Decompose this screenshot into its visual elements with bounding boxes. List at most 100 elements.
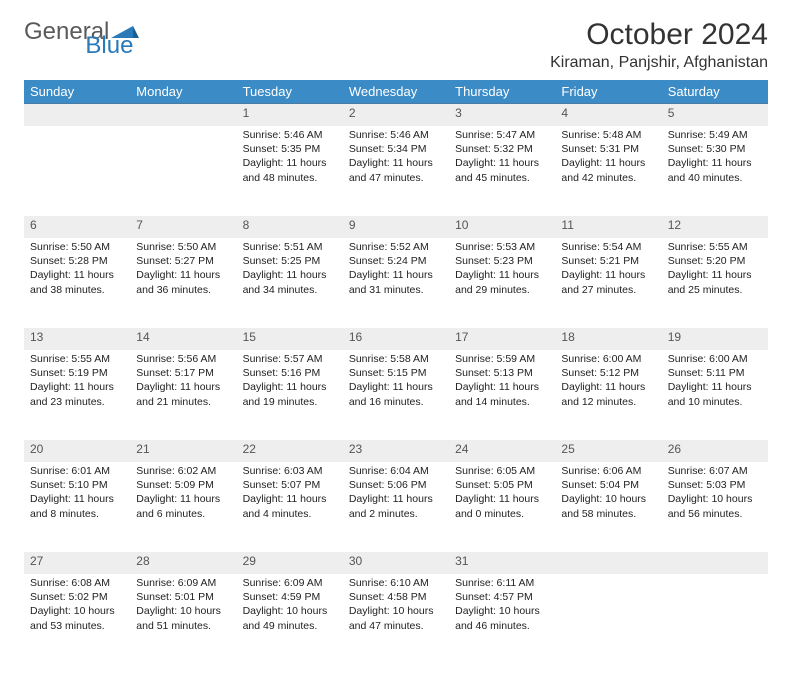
weekday-header: Saturday: [662, 80, 768, 104]
day-number: 16: [343, 326, 449, 350]
sunrise-text: Sunrise: 5:55 AM: [668, 240, 762, 254]
day-number: 30: [343, 550, 449, 574]
day-number: 28: [130, 550, 236, 574]
day-number: 9: [343, 214, 449, 238]
day-number: [130, 104, 236, 127]
sunrise-text: Sunrise: 5:54 AM: [561, 240, 655, 254]
day-number: 22: [237, 438, 343, 462]
sunrise-text: Sunrise: 5:56 AM: [136, 352, 230, 366]
weekday-header: Thursday: [449, 80, 555, 104]
sunrise-text: Sunrise: 5:57 AM: [243, 352, 337, 366]
day-number: 15: [237, 326, 343, 350]
weekday-header: Tuesday: [237, 80, 343, 104]
day-number-row: 13141516171819: [24, 326, 768, 350]
day-number: 17: [449, 326, 555, 350]
sunrise-text: Sunrise: 6:10 AM: [349, 576, 443, 590]
day-cell: Sunrise: 6:01 AMSunset: 5:10 PMDaylight:…: [24, 462, 130, 550]
day-content-row: Sunrise: 5:55 AMSunset: 5:19 PMDaylight:…: [24, 350, 768, 438]
daylight-text: Daylight: 11 hours and 2 minutes.: [349, 492, 443, 520]
day-cell: Sunrise: 5:53 AMSunset: 5:23 PMDaylight:…: [449, 238, 555, 326]
sunset-text: Sunset: 5:24 PM: [349, 254, 443, 268]
daylight-text: Daylight: 11 hours and 38 minutes.: [30, 268, 124, 296]
daylight-text: Daylight: 11 hours and 10 minutes.: [668, 380, 762, 408]
sunset-text: Sunset: 5:15 PM: [349, 366, 443, 380]
daylight-text: Daylight: 10 hours and 53 minutes.: [30, 604, 124, 632]
weekday-header: Sunday: [24, 80, 130, 104]
day-number: 12: [662, 214, 768, 238]
sunrise-text: Sunrise: 6:05 AM: [455, 464, 549, 478]
sunrise-text: Sunrise: 6:11 AM: [455, 576, 549, 590]
daylight-text: Daylight: 11 hours and 25 minutes.: [668, 268, 762, 296]
day-cell: Sunrise: 5:55 AMSunset: 5:20 PMDaylight:…: [662, 238, 768, 326]
day-cell: Sunrise: 5:57 AMSunset: 5:16 PMDaylight:…: [237, 350, 343, 438]
day-cell: Sunrise: 5:49 AMSunset: 5:30 PMDaylight:…: [662, 126, 768, 214]
daylight-text: Daylight: 11 hours and 8 minutes.: [30, 492, 124, 520]
day-number: 24: [449, 438, 555, 462]
daylight-text: Daylight: 10 hours and 49 minutes.: [243, 604, 337, 632]
sunrise-text: Sunrise: 5:46 AM: [243, 128, 337, 142]
daylight-text: Daylight: 11 hours and 42 minutes.: [561, 156, 655, 184]
day-cell: Sunrise: 5:56 AMSunset: 5:17 PMDaylight:…: [130, 350, 236, 438]
sunrise-text: Sunrise: 6:00 AM: [668, 352, 762, 366]
daylight-text: Daylight: 11 hours and 29 minutes.: [455, 268, 549, 296]
daylight-text: Daylight: 10 hours and 51 minutes.: [136, 604, 230, 632]
sunset-text: Sunset: 5:11 PM: [668, 366, 762, 380]
day-cell: Sunrise: 6:03 AMSunset: 5:07 PMDaylight:…: [237, 462, 343, 550]
day-number: 26: [662, 438, 768, 462]
day-cell: Sunrise: 5:58 AMSunset: 5:15 PMDaylight:…: [343, 350, 449, 438]
sunset-text: Sunset: 5:28 PM: [30, 254, 124, 268]
daylight-text: Daylight: 11 hours and 0 minutes.: [455, 492, 549, 520]
sunrise-text: Sunrise: 6:03 AM: [243, 464, 337, 478]
location-label: Kiraman, Panjshir, Afghanistan: [550, 54, 768, 72]
sunset-text: Sunset: 5:21 PM: [561, 254, 655, 268]
daylight-text: Daylight: 11 hours and 21 minutes.: [136, 380, 230, 408]
sunset-text: Sunset: 5:16 PM: [243, 366, 337, 380]
calendar-body: 12345Sunrise: 5:46 AMSunset: 5:35 PMDayl…: [24, 104, 768, 663]
day-cell: [555, 574, 661, 662]
sunrise-text: Sunrise: 5:47 AM: [455, 128, 549, 142]
day-cell: Sunrise: 6:06 AMSunset: 5:04 PMDaylight:…: [555, 462, 661, 550]
day-number: 14: [130, 326, 236, 350]
sunset-text: Sunset: 5:17 PM: [136, 366, 230, 380]
day-cell: Sunrise: 6:00 AMSunset: 5:12 PMDaylight:…: [555, 350, 661, 438]
sunset-text: Sunset: 5:20 PM: [668, 254, 762, 268]
weekday-header: Monday: [130, 80, 236, 104]
day-number: 18: [555, 326, 661, 350]
brand-part2: Blue: [85, 32, 133, 60]
day-cell: Sunrise: 5:52 AMSunset: 5:24 PMDaylight:…: [343, 238, 449, 326]
sunrise-text: Sunrise: 5:59 AM: [455, 352, 549, 366]
day-content-row: Sunrise: 5:46 AMSunset: 5:35 PMDaylight:…: [24, 126, 768, 214]
daylight-text: Daylight: 10 hours and 58 minutes.: [561, 492, 655, 520]
sunrise-text: Sunrise: 6:02 AM: [136, 464, 230, 478]
day-cell: Sunrise: 5:46 AMSunset: 5:34 PMDaylight:…: [343, 126, 449, 214]
day-content-row: Sunrise: 6:01 AMSunset: 5:10 PMDaylight:…: [24, 462, 768, 550]
daylight-text: Daylight: 11 hours and 45 minutes.: [455, 156, 549, 184]
day-content-row: Sunrise: 6:08 AMSunset: 5:02 PMDaylight:…: [24, 574, 768, 662]
sunrise-text: Sunrise: 5:50 AM: [30, 240, 124, 254]
day-number: 19: [662, 326, 768, 350]
sunset-text: Sunset: 4:57 PM: [455, 590, 549, 604]
day-number: 13: [24, 326, 130, 350]
sunset-text: Sunset: 5:10 PM: [30, 478, 124, 492]
page: General Blue October 2024 Kiraman, Panjs…: [0, 0, 792, 682]
calendar-table: Sunday Monday Tuesday Wednesday Thursday…: [24, 80, 768, 664]
day-cell: Sunrise: 6:05 AMSunset: 5:05 PMDaylight:…: [449, 462, 555, 550]
daylight-text: Daylight: 11 hours and 23 minutes.: [30, 380, 124, 408]
daylight-text: Daylight: 11 hours and 36 minutes.: [136, 268, 230, 296]
sunrise-text: Sunrise: 6:07 AM: [668, 464, 762, 478]
day-number: 31: [449, 550, 555, 574]
daylight-text: Daylight: 11 hours and 16 minutes.: [349, 380, 443, 408]
sunset-text: Sunset: 5:06 PM: [349, 478, 443, 492]
sunset-text: Sunset: 4:58 PM: [349, 590, 443, 604]
daylight-text: Daylight: 11 hours and 48 minutes.: [243, 156, 337, 184]
sunrise-text: Sunrise: 6:04 AM: [349, 464, 443, 478]
sunset-text: Sunset: 5:13 PM: [455, 366, 549, 380]
day-cell: Sunrise: 5:54 AMSunset: 5:21 PMDaylight:…: [555, 238, 661, 326]
day-cell: [24, 126, 130, 214]
sunrise-text: Sunrise: 5:49 AM: [668, 128, 762, 142]
day-number: 25: [555, 438, 661, 462]
brand-logo: General Blue: [24, 18, 191, 46]
daylight-text: Daylight: 11 hours and 31 minutes.: [349, 268, 443, 296]
day-cell: Sunrise: 6:04 AMSunset: 5:06 PMDaylight:…: [343, 462, 449, 550]
day-cell: Sunrise: 5:51 AMSunset: 5:25 PMDaylight:…: [237, 238, 343, 326]
